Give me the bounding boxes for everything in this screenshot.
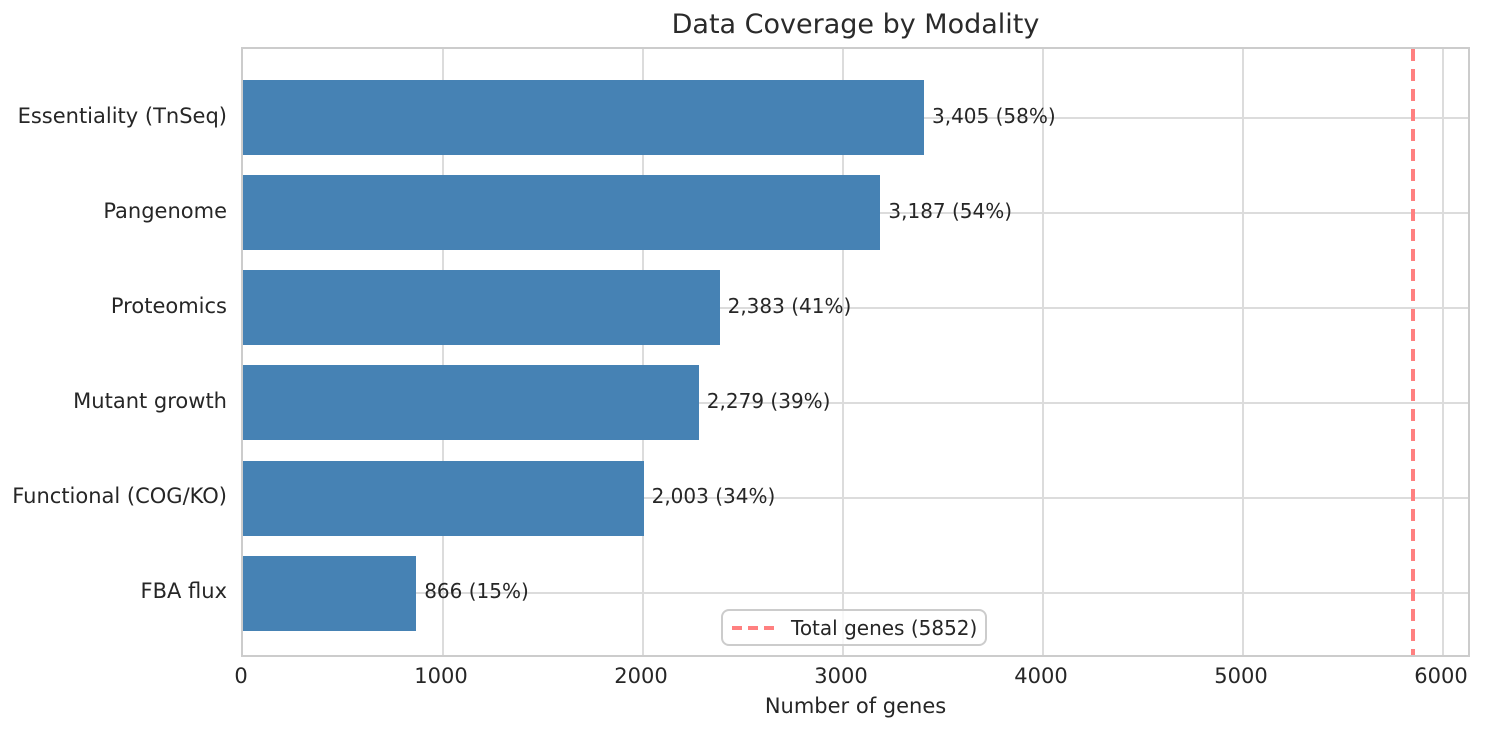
- legend: Total genes (5852): [721, 609, 987, 646]
- bar-value-label: 866 (15%): [424, 579, 529, 604]
- x-tick-label: 0: [234, 664, 248, 688]
- x-tick-label: 1000: [414, 664, 468, 688]
- gridline-vertical: [442, 49, 444, 655]
- x-tick-label: 4000: [1014, 664, 1068, 688]
- bar: [243, 80, 924, 155]
- plot-area: [241, 47, 1470, 657]
- y-tick-label: Mutant growth: [73, 388, 227, 413]
- bar-value-label: 3,187 (54%): [888, 198, 1013, 223]
- x-tick-label: 2000: [614, 664, 668, 688]
- gridline-horizontal: [243, 497, 1468, 500]
- gridline-vertical: [1042, 49, 1044, 655]
- y-tick-label: Pangenome: [103, 198, 227, 223]
- bar-value-label: 2,003 (34%): [651, 484, 776, 509]
- x-tick-label: 6000: [1414, 664, 1468, 688]
- bar-value-label: 2,279 (39%): [706, 388, 831, 413]
- y-tick-label: Proteomics: [110, 293, 227, 318]
- y-tick-label: Functional (COG/KO): [12, 484, 227, 509]
- y-tick-label: FBA flux: [140, 579, 228, 604]
- bar-value-label: 2,383 (41%): [727, 293, 852, 318]
- gridline-vertical: [642, 49, 644, 655]
- gridline-horizontal: [243, 401, 1468, 404]
- bar: [243, 270, 720, 346]
- chart-title: Data Coverage by Modality: [671, 9, 1040, 40]
- legend-label: Total genes (5852): [791, 615, 978, 640]
- gridline-horizontal: [243, 592, 1468, 595]
- gridline-horizontal: [243, 306, 1468, 309]
- y-tick-label: Essentiality (TnSeq): [17, 103, 227, 128]
- gridline-vertical: [1442, 49, 1444, 655]
- gridline-vertical: [1242, 49, 1244, 655]
- x-tick-label: 3000: [814, 664, 868, 688]
- total-genes-reference-line: [1411, 49, 1416, 655]
- bar: [243, 460, 644, 536]
- bar: [243, 365, 699, 441]
- legend-dashed-line-sample: [732, 625, 774, 630]
- bar: [243, 175, 881, 251]
- x-tick-label: 5000: [1214, 664, 1268, 688]
- bar-value-label: 3,405 (58%): [932, 103, 1056, 128]
- x-axis-label: Number of genes: [764, 694, 947, 718]
- bar: [243, 555, 417, 631]
- gridline-vertical: [842, 49, 844, 655]
